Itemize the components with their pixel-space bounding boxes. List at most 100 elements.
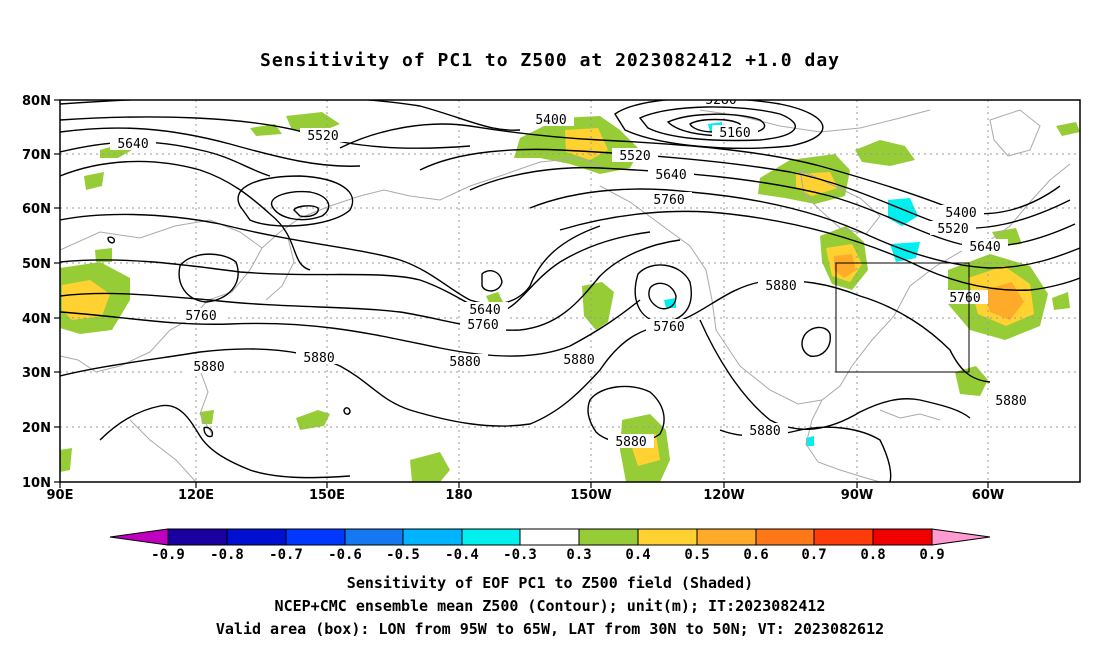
contour-label: 5880 [193, 360, 224, 375]
contour-line [529, 188, 1080, 269]
contour-label-bg [712, 125, 758, 139]
contour-label: 5880 [765, 279, 796, 294]
colorbar-swatch [872, 528, 933, 546]
contour-label: 5520 [619, 149, 650, 164]
contour-line [481, 270, 503, 292]
contour-line [60, 160, 311, 271]
contour-line [614, 100, 824, 149]
contour-line [203, 426, 214, 438]
coastline [879, 409, 941, 421]
colorbar-swatch [344, 528, 404, 546]
shade-patch [1052, 292, 1070, 310]
contour-label-bg [528, 112, 574, 126]
colorbar-swatch [167, 528, 228, 546]
colorbar-swatch [813, 528, 874, 546]
contour-label: 5880 [615, 435, 646, 450]
colorbar-label: 0.4 [625, 547, 650, 563]
contour-line [699, 319, 971, 430]
colorbar-swatch [461, 528, 521, 546]
axis-ticks [54, 99, 989, 488]
shade-patch [250, 124, 282, 136]
caption-line-3: Valid area (box): LON from 95W to 65W, L… [215, 620, 885, 638]
contour-label: 5640 [655, 168, 686, 183]
contour-line [587, 385, 665, 444]
contour-label-bg [442, 354, 488, 368]
contour-label: 5880 [995, 394, 1026, 409]
contour-label-bg [758, 278, 804, 292]
lat-label: 70N [22, 148, 51, 163]
contour-label: 5640 [117, 137, 148, 152]
map-frame [59, 99, 1081, 483]
contour-label-bg [742, 423, 788, 437]
shade-patch [286, 112, 340, 132]
colorbar-label: 0.3 [566, 547, 591, 563]
lon-label: 90E [47, 488, 74, 503]
colorbar-label: -0.5 [386, 547, 420, 563]
colorbar-label: -0.8 [210, 547, 244, 563]
shade-patch [855, 140, 915, 166]
shade-patch [84, 172, 104, 190]
contour-label: 5640 [969, 240, 1000, 255]
contour-line [270, 190, 330, 221]
shade-patch [60, 448, 72, 472]
contour-label-bg [186, 359, 232, 373]
sensitivity-shading [60, 112, 1080, 482]
caption-line-1: Sensitivity of EOF PC1 to Z500 field (Sh… [346, 574, 754, 592]
lon-label: 150E [309, 488, 345, 503]
contour-label-bg [938, 205, 984, 219]
contour-line [60, 299, 641, 357]
shade-patch [806, 436, 814, 446]
contour-label-bg [646, 319, 692, 333]
contour-label-bg [988, 393, 1034, 407]
contour-label: 5880 [449, 355, 480, 370]
coastline [60, 219, 263, 373]
colorbar-label: 0.5 [684, 547, 709, 563]
contour-line [634, 264, 692, 323]
contour-line [648, 282, 677, 310]
contour-label-bg [612, 148, 658, 162]
colorbar-swatch [519, 528, 580, 546]
lat-label: 30N [22, 366, 51, 381]
contour-line [99, 404, 351, 479]
contour-label-bg [942, 290, 988, 304]
contour-line [60, 141, 271, 177]
colorbar-swatch [285, 528, 346, 546]
contour-line [60, 100, 521, 131]
colorbar-swatch [402, 528, 463, 546]
colorbar-label: -0.9 [151, 547, 185, 563]
contour-line [60, 213, 601, 305]
contour-label-bg [962, 239, 1008, 253]
lon-label: 120W [703, 488, 744, 503]
contour-label: 5520 [307, 129, 338, 144]
colorbar-label: -0.7 [269, 547, 303, 563]
coastline [599, 163, 1071, 405]
coastline [989, 109, 1041, 157]
contour-label: 5400 [535, 113, 566, 128]
lat-label: 10N [22, 476, 51, 491]
contour-label: 5280 [705, 93, 736, 108]
contour-line [60, 231, 651, 314]
contour-label: 5760 [185, 309, 216, 324]
contour-label-bg [648, 167, 694, 181]
colorbar [109, 528, 991, 546]
contour-label: 5160 [719, 126, 750, 141]
colorbar-label: -0.3 [503, 547, 537, 563]
lon-label: 90W [841, 488, 873, 503]
contour-label-bg [300, 128, 346, 142]
colorbar-end-left [109, 528, 169, 546]
contour-label: 5760 [467, 318, 498, 333]
contour-label-bg [110, 136, 156, 150]
contour-label: 5400 [945, 206, 976, 221]
contour-line [178, 253, 239, 303]
lat-label: 80N [22, 94, 51, 109]
contour-line [343, 407, 351, 415]
colorbar-label: 0.8 [860, 547, 885, 563]
contour-label-bg [930, 221, 976, 235]
coastline [129, 419, 197, 482]
lat-label: 40N [22, 312, 51, 327]
contour-line [666, 113, 766, 137]
shade-patch [888, 198, 918, 226]
contour-label-bg [698, 100, 744, 106]
contour-line [107, 236, 116, 244]
